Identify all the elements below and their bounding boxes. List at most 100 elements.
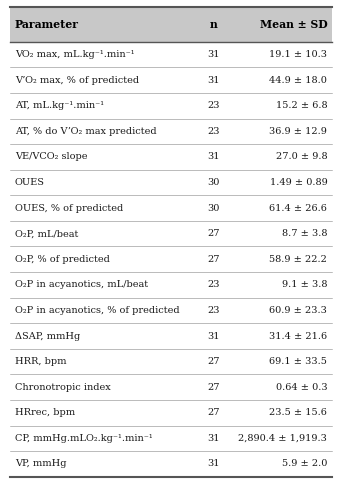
Text: 9.1 ± 3.8: 9.1 ± 3.8: [282, 280, 327, 289]
Bar: [232, 349, 332, 375]
Text: 27: 27: [207, 255, 220, 264]
Text: O₂P in acyanotics, mL/beat: O₂P in acyanotics, mL/beat: [15, 280, 148, 289]
Bar: [195, 7, 232, 42]
Bar: [10, 272, 195, 298]
Text: VʼO₂ max, % of predicted: VʼO₂ max, % of predicted: [15, 76, 139, 85]
Text: 27: 27: [207, 357, 220, 366]
Bar: [232, 42, 332, 67]
Bar: [10, 323, 195, 349]
Bar: [10, 93, 195, 119]
Bar: [10, 221, 195, 246]
Text: O₂P in acyanotics, % of predicted: O₂P in acyanotics, % of predicted: [15, 306, 179, 315]
Text: 27: 27: [207, 383, 220, 392]
Bar: [10, 349, 195, 375]
Text: 5.9 ± 2.0: 5.9 ± 2.0: [282, 459, 327, 469]
Text: Chronotropic index: Chronotropic index: [15, 383, 110, 392]
Text: O₂P, mL/beat: O₂P, mL/beat: [15, 229, 78, 238]
Bar: [10, 7, 195, 42]
Bar: [195, 93, 232, 119]
Text: 8.7 ± 3.8: 8.7 ± 3.8: [282, 229, 327, 238]
Bar: [232, 246, 332, 272]
Bar: [195, 42, 232, 67]
Bar: [232, 375, 332, 400]
Bar: [195, 349, 232, 375]
Bar: [195, 323, 232, 349]
Bar: [195, 119, 232, 144]
Bar: [195, 221, 232, 246]
Text: AT, mL.kg⁻¹.min⁻¹: AT, mL.kg⁻¹.min⁻¹: [15, 101, 104, 110]
Text: VO₂ max, mL.kg⁻¹.min⁻¹: VO₂ max, mL.kg⁻¹.min⁻¹: [15, 50, 134, 59]
Text: 23: 23: [207, 101, 220, 110]
Text: 60.9 ± 23.3: 60.9 ± 23.3: [269, 306, 327, 315]
Bar: [195, 196, 232, 221]
Bar: [10, 451, 195, 477]
Bar: [10, 119, 195, 144]
Text: 31: 31: [207, 459, 220, 469]
Text: 1.49 ± 0.89: 1.49 ± 0.89: [269, 178, 327, 187]
Text: 23: 23: [207, 280, 220, 289]
Text: 30: 30: [207, 204, 220, 212]
Text: VE/VCO₂ slope: VE/VCO₂ slope: [15, 152, 87, 162]
Bar: [232, 170, 332, 196]
Text: 31: 31: [207, 332, 220, 341]
Text: CP, mmHg.mLO₂.kg⁻¹.min⁻¹: CP, mmHg.mLO₂.kg⁻¹.min⁻¹: [15, 434, 153, 443]
Text: 27.0 ± 9.8: 27.0 ± 9.8: [276, 152, 327, 162]
Text: AT, % do VʼO₂ max predicted: AT, % do VʼO₂ max predicted: [15, 127, 156, 136]
Text: 58.9 ± 22.2: 58.9 ± 22.2: [269, 255, 327, 264]
Bar: [232, 400, 332, 425]
Bar: [232, 425, 332, 451]
Text: 30: 30: [207, 178, 220, 187]
Text: 27: 27: [207, 229, 220, 238]
Bar: [232, 323, 332, 349]
Text: 0.64 ± 0.3: 0.64 ± 0.3: [276, 383, 327, 392]
Bar: [232, 196, 332, 221]
Bar: [195, 272, 232, 298]
Text: 31: 31: [207, 76, 220, 85]
Bar: [232, 298, 332, 323]
Bar: [10, 42, 195, 67]
Bar: [232, 7, 332, 42]
Text: 61.4 ± 26.6: 61.4 ± 26.6: [269, 204, 327, 212]
Bar: [195, 375, 232, 400]
Text: HRR, bpm: HRR, bpm: [15, 357, 66, 366]
Text: 2,890.4 ± 1,919.3: 2,890.4 ± 1,919.3: [238, 434, 327, 443]
Bar: [195, 298, 232, 323]
Text: O₂P, % of predicted: O₂P, % of predicted: [15, 255, 109, 264]
Bar: [232, 221, 332, 246]
Bar: [195, 451, 232, 477]
Bar: [10, 170, 195, 196]
Bar: [232, 119, 332, 144]
Text: 19.1 ± 10.3: 19.1 ± 10.3: [269, 50, 327, 59]
Text: 27: 27: [207, 408, 220, 417]
Text: Mean ± SD: Mean ± SD: [260, 19, 327, 30]
Text: ΔSAP, mmHg: ΔSAP, mmHg: [15, 332, 80, 341]
Bar: [232, 144, 332, 170]
Text: 23.5 ± 15.6: 23.5 ± 15.6: [269, 408, 327, 417]
Text: 69.1 ± 33.5: 69.1 ± 33.5: [269, 357, 327, 366]
Text: 31.4 ± 21.6: 31.4 ± 21.6: [269, 332, 327, 341]
Text: 23: 23: [207, 127, 220, 136]
Bar: [10, 298, 195, 323]
Text: 31: 31: [207, 50, 220, 59]
Bar: [232, 67, 332, 93]
Bar: [195, 246, 232, 272]
Text: n: n: [210, 19, 218, 30]
Bar: [10, 246, 195, 272]
Bar: [10, 144, 195, 170]
Bar: [10, 400, 195, 425]
Bar: [232, 451, 332, 477]
Text: OUES: OUES: [15, 178, 45, 187]
Bar: [232, 272, 332, 298]
Bar: [195, 425, 232, 451]
Bar: [195, 400, 232, 425]
Bar: [10, 67, 195, 93]
Bar: [10, 375, 195, 400]
Text: HRrec, bpm: HRrec, bpm: [15, 408, 75, 417]
Text: 36.9 ± 12.9: 36.9 ± 12.9: [269, 127, 327, 136]
Bar: [195, 144, 232, 170]
Bar: [10, 196, 195, 221]
Bar: [195, 170, 232, 196]
Bar: [232, 93, 332, 119]
Text: 31: 31: [207, 152, 220, 162]
Text: VP, mmHg: VP, mmHg: [15, 459, 66, 469]
